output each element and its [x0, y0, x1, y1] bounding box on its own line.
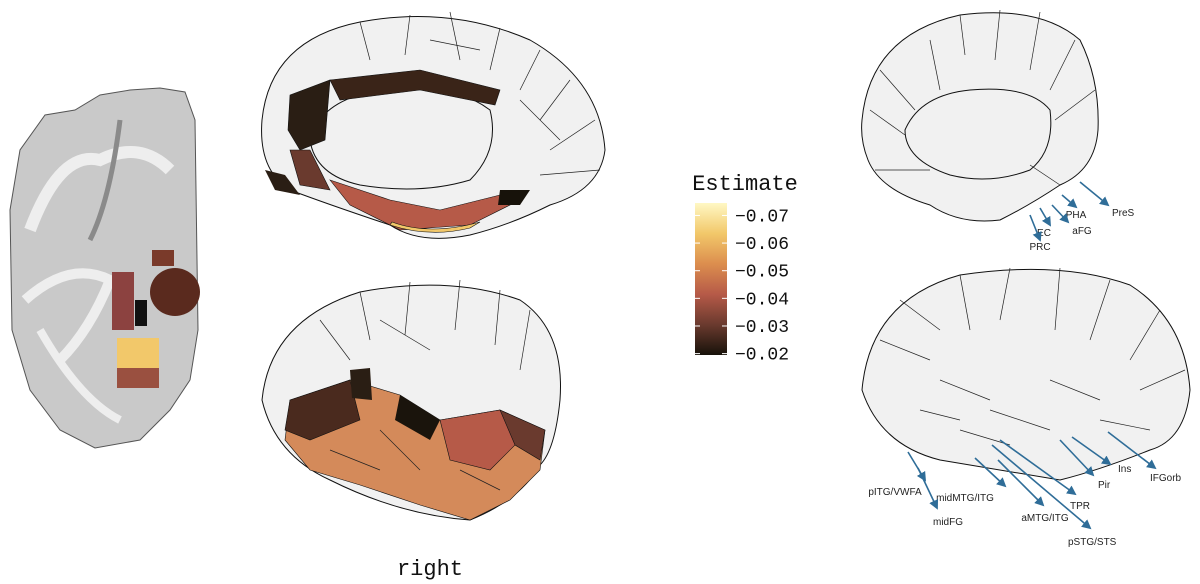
- region-label: EC: [1037, 228, 1051, 239]
- colorbar-tick-label: −0.07: [735, 207, 789, 227]
- label-arrow: [974, 457, 1007, 488]
- region-label: IFGorb: [1150, 473, 1182, 484]
- colorbar: −0.07 −0.06 −0.05 −0.04 −0.03 −0.02: [695, 203, 789, 366]
- region-labels: PreS PHA aFG EC PRC Ins IFGorb Pir TPR pSTG/STS aM…: [868, 181, 1182, 548]
- label-arrow: [907, 451, 926, 482]
- lateral-surface: [261, 279, 561, 521]
- medial-surface: [261, 11, 606, 239]
- label-arrow: [1051, 204, 1070, 224]
- colorbar-tick-label: −0.04: [735, 290, 789, 310]
- region-label: midFG: [933, 517, 963, 528]
- region-label: aFG: [1072, 226, 1092, 237]
- region-label: PHA: [1066, 210, 1087, 221]
- medial-outline: [861, 9, 1099, 222]
- coronal-slice: [9, 87, 200, 449]
- region-label: TPR: [1070, 501, 1090, 512]
- label-arrow: [1107, 431, 1157, 470]
- colorbar-tick-label: −0.03: [735, 318, 789, 338]
- colorbar-fill: [695, 203, 727, 355]
- region-label: PreS: [1112, 208, 1135, 219]
- label-arrow: [1059, 439, 1095, 477]
- region-label: midMTG/ITG: [936, 493, 994, 504]
- caption: right: [397, 557, 463, 582]
- label-arrow: [1079, 181, 1110, 207]
- label-arrow: [1039, 207, 1051, 227]
- region-label: pITG/VWFA: [868, 487, 922, 498]
- colorbar-tick-label: −0.05: [735, 263, 789, 283]
- region-label: Pir: [1098, 480, 1111, 491]
- region-label: pSTG/STS: [1068, 537, 1117, 548]
- colorbar-tick-label: −0.06: [735, 235, 789, 255]
- colorbar-tick-label: −0.02: [735, 346, 789, 366]
- label-arrow: [1061, 194, 1078, 209]
- colorbar-title: Estimate: [692, 172, 798, 197]
- region-label: aMTG/ITG: [1021, 513, 1068, 524]
- label-arrow: [997, 459, 1045, 507]
- region-label: Ins: [1118, 464, 1131, 475]
- label-arrow: [1029, 214, 1042, 242]
- label-arrow: [999, 439, 1077, 496]
- lateral-outline: [861, 267, 1191, 481]
- label-arrow: [991, 444, 1092, 530]
- region-label: PRC: [1029, 242, 1050, 253]
- label-arrow: [1071, 436, 1112, 466]
